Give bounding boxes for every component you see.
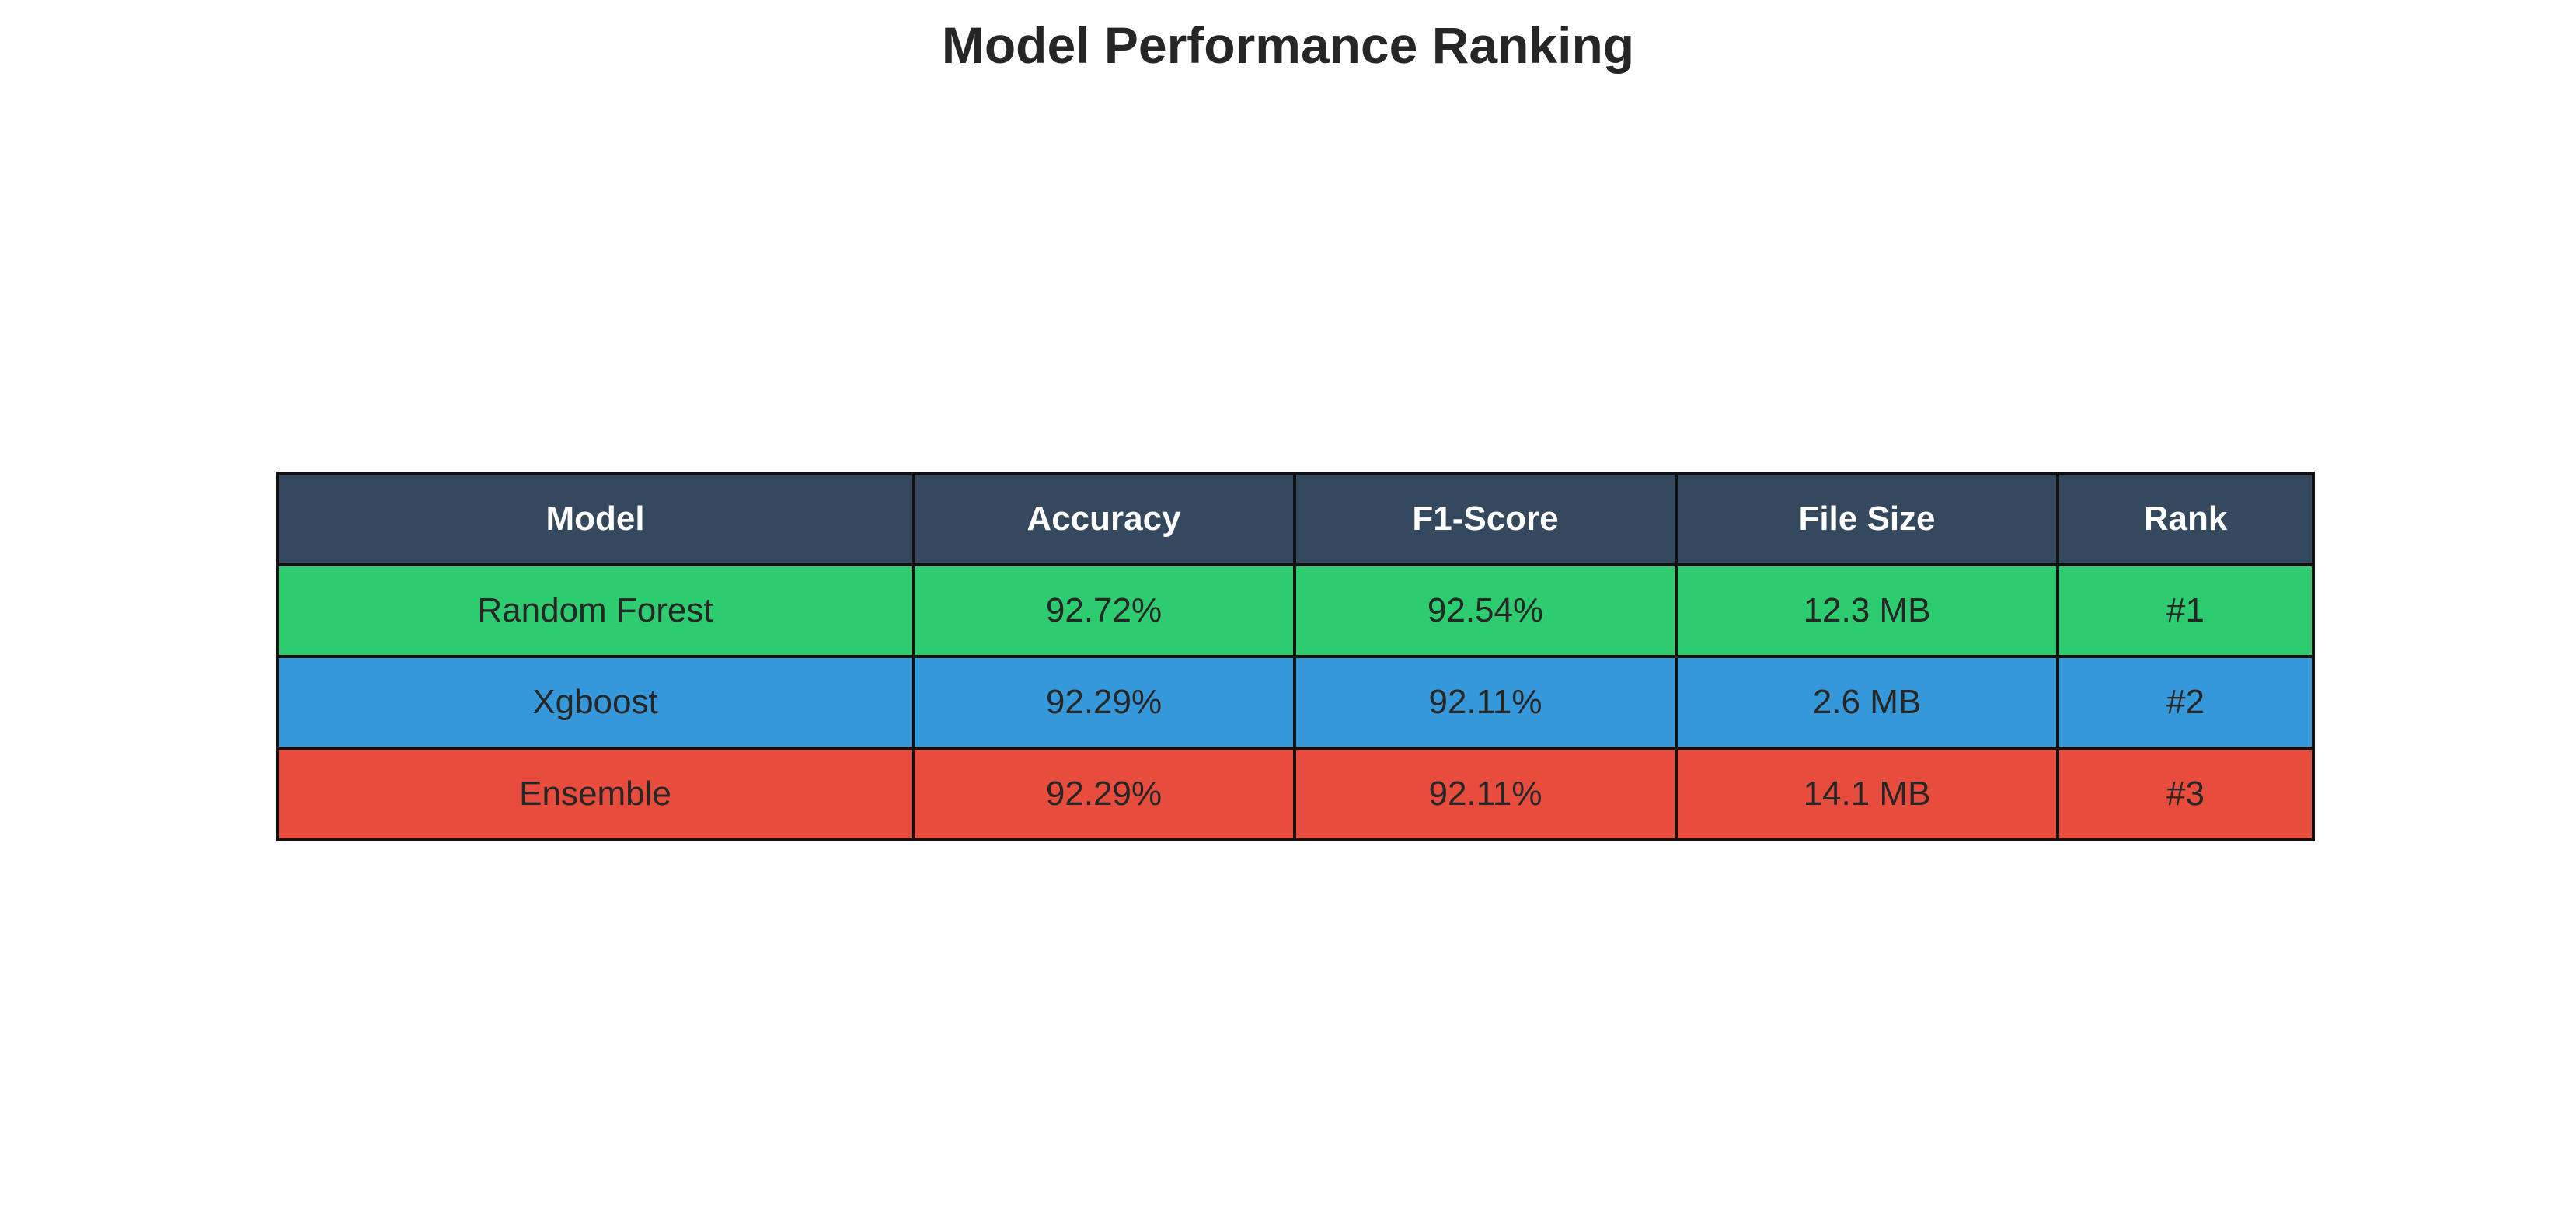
cell-rank: #3 [2056,747,2315,841]
header-f1-score: F1-Score [1293,472,1678,566]
chart-title: Model Performance Ranking [941,16,1635,74]
cell-file-size: 12.3 MB [1675,563,2059,658]
header-rank: Rank [2056,472,2315,566]
table-header-row: Model Accuracy F1-Score File Size Rank [276,472,2315,566]
cell-file-size: 14.1 MB [1675,747,2059,841]
performance-table: Model Accuracy F1-Score File Size Rank R… [276,472,2315,841]
table-row: Random Forest 92.72% 92.54% 12.3 MB #1 [276,563,2315,658]
cell-f1-score: 92.11% [1293,655,1678,750]
cell-rank: #2 [2056,655,2315,750]
cell-rank: #1 [2056,563,2315,658]
cell-model: Random Forest [276,563,915,658]
cell-file-size: 2.6 MB [1675,655,2059,750]
cell-accuracy: 92.29% [912,655,1296,750]
cell-model: Xgboost [276,655,915,750]
cell-accuracy: 92.29% [912,747,1296,841]
header-accuracy: Accuracy [912,472,1296,566]
cell-f1-score: 92.54% [1293,563,1678,658]
table-row: Xgboost 92.29% 92.11% 2.6 MB #2 [276,655,2315,750]
table-row: Ensemble 92.29% 92.11% 14.1 MB #3 [276,747,2315,841]
cell-accuracy: 92.72% [912,563,1296,658]
cell-model: Ensemble [276,747,915,841]
cell-f1-score: 92.11% [1293,747,1678,841]
header-model: Model [276,472,915,566]
header-file-size: File Size [1675,472,2059,566]
